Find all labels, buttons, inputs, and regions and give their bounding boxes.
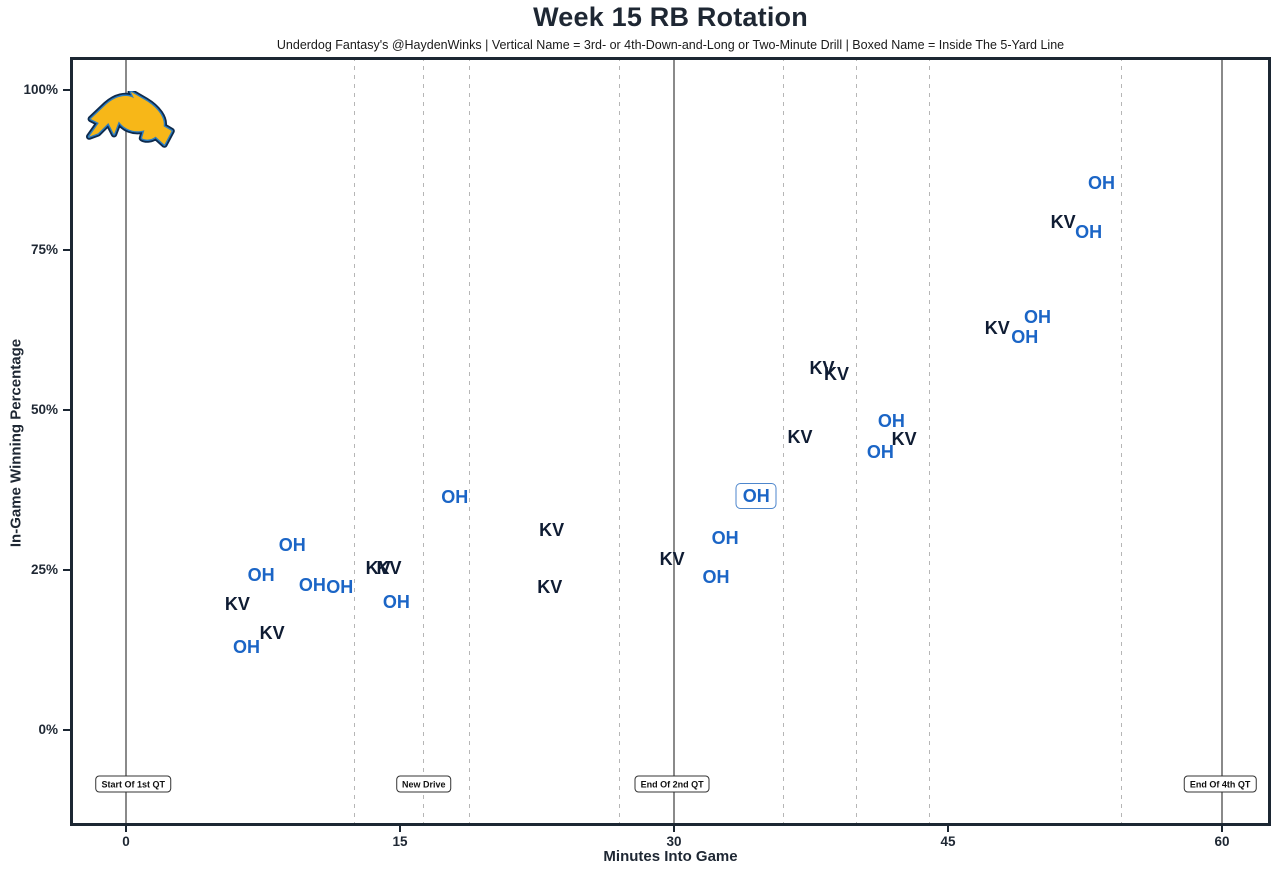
y-tick-mark: [63, 409, 70, 411]
y-axis-title: In-Game Winning Percentage: [7, 338, 25, 548]
y-tick-label: 75%: [30, 242, 58, 257]
y-tick-mark: [63, 249, 70, 251]
data-point-label-oh: OH: [233, 636, 261, 657]
annotation-box: End Of 4th QT: [1183, 775, 1257, 793]
y-tick-mark: [63, 729, 70, 731]
x-axis-title: Minutes Into Game: [603, 848, 738, 865]
y-tick-label: 0%: [38, 722, 58, 737]
data-point-label-kv: KV: [259, 622, 285, 643]
x-tick-label: 15: [392, 834, 408, 849]
x-tick-mark: [947, 826, 949, 832]
data-point-label-kv: KV: [891, 428, 917, 449]
plot-area: Start Of 1st QT New Drive End Of 2nd QT End…: [70, 57, 1271, 826]
data-point-label-kv: KV: [984, 318, 1010, 339]
data-point-label-kv: KV: [537, 577, 563, 598]
data-point-label-oh: OH: [702, 567, 730, 588]
new-drive-line: [856, 57, 858, 826]
data-point-label-kv: KV: [659, 549, 685, 570]
x-tick-mark: [1221, 826, 1223, 832]
data-point-label-kv: KV: [376, 558, 402, 579]
y-tick-mark: [63, 569, 70, 571]
data-point-label-oh: OH: [711, 528, 739, 548]
data-point-label-kv: KV: [539, 519, 565, 540]
chargers-bolt-icon: [86, 91, 175, 148]
data-point-label-kv: KV: [365, 558, 391, 579]
x-tick-mark: [673, 826, 675, 832]
data-point-label-oh: OH: [1024, 307, 1051, 328]
data-point-label-kv: KV: [1050, 211, 1076, 232]
data-point-label-oh: OH: [298, 574, 326, 595]
y-tick-label: 100%: [23, 82, 58, 97]
y-tick-label: 50%: [30, 402, 58, 417]
new-drive-line: [618, 57, 620, 826]
data-point-label-kv: KV: [224, 593, 250, 614]
chart-subtitle: Underdog Fantasy's @HaydenWinks | Vertic…: [276, 38, 1065, 52]
x-tick-label: 45: [940, 834, 956, 849]
data-point-label-oh: OH: [247, 565, 275, 586]
data-point-label-oh: OH: [866, 442, 894, 463]
annotation-box: New Drive: [395, 775, 452, 793]
quarter-boundary-line: [1221, 57, 1223, 826]
data-point-label-oh: OH: [441, 487, 469, 508]
data-point-label-oh: OH: [1087, 172, 1115, 193]
x-tick-label: 60: [1214, 834, 1230, 849]
quarter-boundary-line: [673, 57, 675, 826]
chart-title: Week 15 RB Rotation: [533, 2, 808, 32]
x-tick-mark: [399, 826, 401, 832]
data-point-label-oh: OH: [382, 592, 410, 612]
annotation-box: End Of 2nd QT: [634, 775, 710, 793]
y-tick-mark: [63, 89, 70, 91]
data-point-label-oh: OH: [1011, 327, 1039, 348]
data-point-label-kv: KV: [809, 357, 835, 378]
data-point-label-kv: KV: [787, 426, 813, 447]
x-tick-mark: [125, 826, 127, 832]
quarter-boundary-line: [125, 57, 127, 826]
data-point-label-kv: KV: [824, 364, 850, 385]
data-point-label-oh: OH: [1075, 222, 1103, 243]
new-drive-line: [929, 57, 931, 826]
annotation-box: Start Of 1st QT: [95, 775, 172, 793]
new-drive-line: [353, 57, 355, 826]
new-drive-line: [783, 57, 785, 826]
new-drive-line: [423, 57, 425, 826]
data-point-label-oh: OH: [735, 482, 777, 509]
data-point-label-oh: OH: [877, 410, 905, 431]
new-drive-line: [468, 57, 470, 826]
data-point-label-oh: OH: [326, 577, 354, 598]
new-drive-line: [1121, 57, 1123, 826]
x-tick-label: 0: [122, 834, 130, 849]
y-tick-label: 25%: [30, 562, 58, 577]
data-point-label-oh: OH: [278, 535, 306, 556]
x-tick-label: 30: [666, 834, 682, 849]
